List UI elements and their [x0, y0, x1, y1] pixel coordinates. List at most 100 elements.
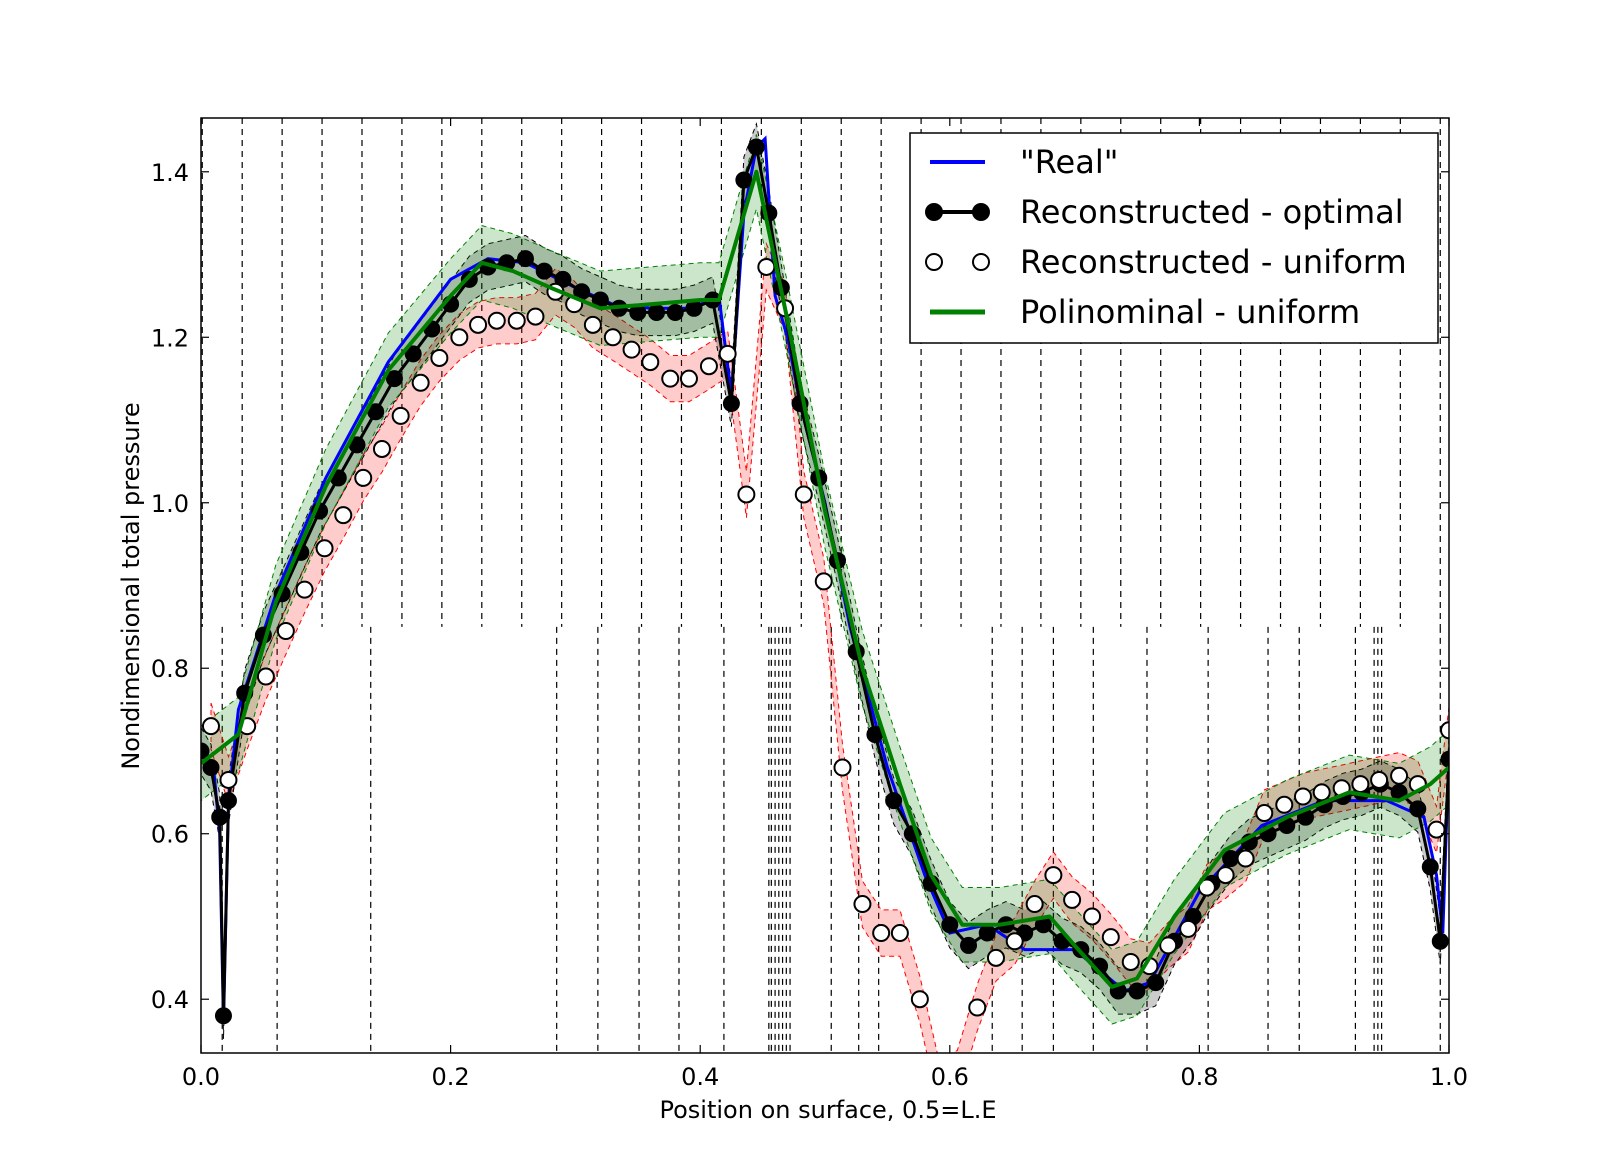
- point-uniform: [256, 667, 275, 686]
- x-tick-label: 0.2: [432, 1063, 470, 1091]
- point-uniform: [295, 580, 314, 599]
- point-uniform: [968, 998, 987, 1017]
- point-uniform: [1370, 770, 1389, 789]
- point-uniform: [814, 572, 833, 591]
- point-optimal: [202, 759, 220, 777]
- point-optimal: [1431, 932, 1449, 950]
- point-uniform: [450, 328, 469, 347]
- y-axis-label: Nondimensional total pressure: [117, 402, 145, 769]
- point-uniform: [1179, 919, 1198, 938]
- plot-frame: [200, 117, 1450, 1054]
- point-uniform: [1427, 820, 1446, 839]
- y-tick-label: 0.8: [151, 655, 189, 683]
- point-uniform: [201, 717, 220, 736]
- legend-swatch-optimal-marker: [925, 203, 943, 221]
- y-tick-label: 0.4: [151, 986, 189, 1014]
- point-uniform: [391, 406, 410, 425]
- band-polynomial-uniform: [201, 134, 1449, 1025]
- point-uniform: [1293, 787, 1312, 806]
- point-uniform: [986, 948, 1005, 967]
- band-reconstructed-uniform: [210, 241, 1449, 1053]
- point-optimal: [1421, 858, 1439, 876]
- y-tick-label: 1.2: [151, 324, 189, 352]
- y-tick-label: 1.0: [151, 490, 189, 518]
- point-uniform: [372, 439, 391, 458]
- point-uniform: [507, 311, 526, 330]
- point-uniform: [737, 485, 756, 504]
- plot-content: [201, 118, 1449, 1053]
- point-uniform: [661, 369, 680, 388]
- point-uniform: [872, 924, 891, 943]
- point-optimal: [404, 345, 422, 363]
- point-optimal: [648, 303, 666, 321]
- point-uniform: [757, 257, 776, 276]
- point-uniform: [622, 340, 641, 359]
- y-tick-label: 0.6: [151, 821, 189, 849]
- point-uniform: [890, 924, 909, 943]
- point-optimal: [214, 1007, 232, 1025]
- point-uniform: [794, 485, 813, 504]
- point-uniform: [1440, 721, 1449, 740]
- point-uniform: [315, 539, 334, 558]
- point-optimal: [516, 250, 534, 268]
- y-tick-label: 1.4: [151, 159, 189, 187]
- point-uniform: [334, 506, 353, 525]
- point-optimal: [1409, 800, 1427, 818]
- point-uniform: [1005, 932, 1024, 951]
- point-optimal: [1147, 974, 1165, 992]
- legend-label: Reconstructed - optimal: [1020, 193, 1404, 231]
- point-uniform: [1236, 849, 1255, 868]
- point-optimal: [978, 924, 996, 942]
- point-uniform: [1216, 866, 1235, 885]
- point-uniform: [1197, 878, 1216, 897]
- point-uniform: [1025, 895, 1044, 914]
- point-uniform: [699, 357, 718, 376]
- point-uniform: [1255, 804, 1274, 823]
- point-optimal: [666, 303, 684, 321]
- point-optimal: [201, 742, 210, 760]
- x-tick-label: 1.0: [1430, 1063, 1468, 1091]
- point-uniform: [910, 990, 929, 1009]
- point-uniform: [603, 328, 622, 347]
- point-uniform: [1121, 952, 1140, 971]
- legend-box: [909, 132, 1439, 344]
- point-uniform: [411, 373, 430, 392]
- point-optimal: [1440, 750, 1449, 768]
- point-uniform: [583, 315, 602, 334]
- point-uniform: [487, 311, 506, 330]
- point-uniform: [469, 315, 488, 334]
- point-uniform: [1351, 775, 1370, 794]
- point-optimal: [1128, 982, 1146, 1000]
- legend-label: Polinominal - uniform: [1020, 293, 1360, 331]
- point-optimal: [535, 262, 553, 280]
- point-uniform: [1063, 890, 1082, 909]
- point-uniform: [276, 622, 295, 641]
- point-uniform: [1312, 783, 1331, 802]
- point-uniform: [641, 353, 660, 372]
- plot-area: 0.0 0.2 0.4 0.6 0.8 1.0 0.4 0.6 0.8 1.0 1.2 1.4 "Rea…: [151, 117, 1468, 1091]
- series-polynomial-line: [201, 169, 1449, 989]
- point-uniform: [833, 758, 852, 777]
- point-optimal: [722, 394, 740, 412]
- legend-label: Reconstructed - uniform: [1020, 243, 1407, 281]
- point-uniform: [1159, 936, 1178, 955]
- legend-swatch-optimal-marker: [972, 203, 990, 221]
- point-uniform: [853, 895, 872, 914]
- point-optimal: [735, 171, 753, 189]
- x-tick-label: 0.0: [182, 1063, 220, 1091]
- point-uniform: [1083, 907, 1102, 926]
- point-optimal: [460, 270, 478, 288]
- point-optimal: [747, 138, 765, 156]
- point-optimal: [219, 792, 237, 810]
- x-tick-label: 0.8: [1180, 1063, 1218, 1091]
- point-uniform: [526, 307, 545, 326]
- legend-label: "Real": [1020, 143, 1118, 181]
- point-optimal: [385, 370, 403, 388]
- point-uniform: [1101, 928, 1120, 947]
- point-uniform: [1275, 795, 1294, 814]
- legend-swatch-uniform-marker: [925, 253, 943, 271]
- point-optimal: [1222, 850, 1240, 868]
- x-axis-label: Position on surface, 0.5=L.E: [660, 1096, 997, 1124]
- point-uniform: [718, 344, 737, 363]
